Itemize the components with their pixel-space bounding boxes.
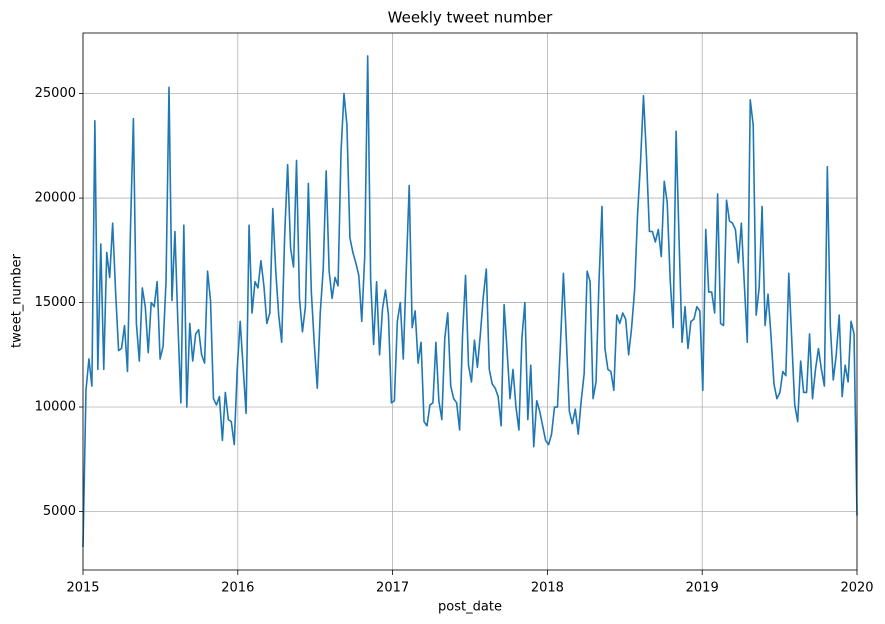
plot-frame (82, 32, 858, 571)
y-tick-label: 20000 (35, 191, 76, 206)
x-tick-label: 2018 (531, 581, 564, 596)
x-tick-label: 2015 (66, 581, 99, 596)
chart-title: Weekly tweet number (388, 9, 554, 27)
x-tick-label: 2019 (686, 581, 719, 596)
y-tick-label: 15000 (35, 295, 76, 310)
x-tick-label: 2017 (376, 581, 409, 596)
x-axis-label: post_date (438, 600, 502, 615)
y-tick-label: 25000 (35, 86, 76, 101)
x-tick-label: 2020 (840, 581, 873, 596)
data-line (82, 55, 858, 548)
y-tick-label: 10000 (35, 400, 76, 415)
x-tick-label: 2016 (221, 581, 254, 596)
y-axis-label: tweet_number (10, 253, 25, 348)
y-tick-label: 5000 (43, 504, 76, 519)
